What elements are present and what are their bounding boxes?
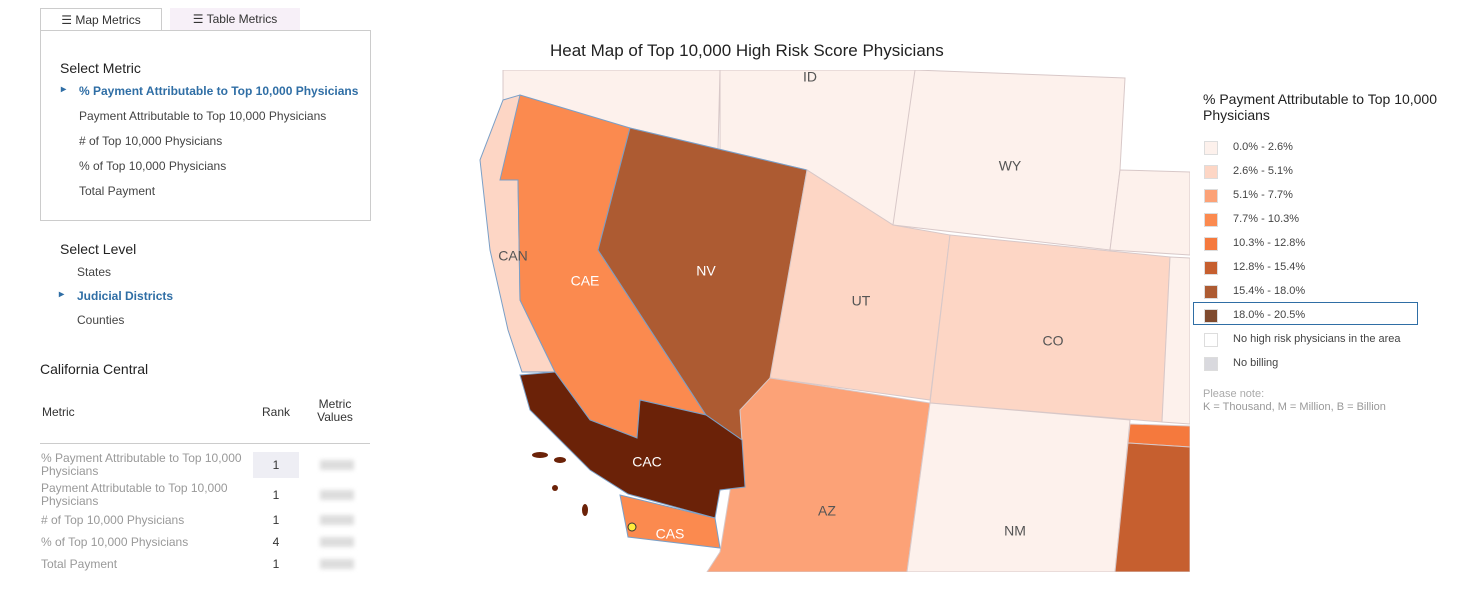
legend-swatch[interactable] bbox=[1204, 165, 1218, 179]
row-metric: % of Top 10,000 Physicians bbox=[41, 535, 189, 549]
row-rank: 1 bbox=[272, 513, 280, 527]
map-title: Heat Map of Top 10,000 High Risk Score P… bbox=[550, 41, 944, 60]
island bbox=[582, 504, 588, 516]
region-label: CAN bbox=[498, 248, 528, 264]
metric-option[interactable]: Payment Attributable to Top 10,000 Physi… bbox=[79, 109, 327, 123]
region-label: CO bbox=[1043, 333, 1064, 349]
region-label: ID bbox=[803, 69, 817, 85]
island bbox=[554, 457, 566, 463]
legend-label[interactable]: 7.7% - 10.3% bbox=[1233, 213, 1300, 225]
metric-option[interactable]: # of Top 10,000 Physicians bbox=[79, 134, 223, 148]
legend-swatch[interactable] bbox=[1204, 285, 1218, 299]
state[interactable] bbox=[1114, 442, 1190, 572]
column-header: Rank bbox=[262, 405, 291, 419]
note-title: Please note: bbox=[1203, 388, 1265, 400]
legend-swatch[interactable] bbox=[1204, 357, 1218, 371]
legend-label[interactable]: 15.4% - 18.0% bbox=[1233, 285, 1306, 297]
legend-label[interactable]: 0.0% - 2.6% bbox=[1233, 141, 1293, 153]
row-rank: 1 bbox=[272, 488, 280, 502]
row-rank: 1 bbox=[272, 557, 280, 571]
blurred-value bbox=[320, 515, 354, 525]
state[interactable] bbox=[1161, 256, 1190, 425]
district[interactable] bbox=[619, 494, 721, 549]
column-header: Metric bbox=[42, 405, 75, 419]
row-metric: Total Payment bbox=[41, 557, 118, 571]
metric-option[interactable]: % Payment Attributable to Top 10,000 Phy… bbox=[61, 84, 358, 98]
legend-label[interactable]: No billing bbox=[1233, 357, 1279, 369]
tab-label: Map Metrics bbox=[75, 13, 141, 27]
legend-label[interactable]: 10.3% - 12.8% bbox=[1233, 237, 1306, 249]
legend-swatch[interactable] bbox=[1204, 189, 1218, 203]
row-metric: % Payment Attributable to Top 10,000 Phy… bbox=[41, 451, 242, 478]
legend-label[interactable]: 12.8% - 15.4% bbox=[1233, 261, 1306, 273]
tab-label: Table Metrics bbox=[206, 12, 278, 26]
detail-title: California Central bbox=[40, 361, 149, 377]
region-label: CAC bbox=[632, 454, 662, 470]
legend-swatch[interactable] bbox=[1204, 141, 1218, 155]
region-label: NM bbox=[1004, 523, 1026, 539]
note-text: K = Thousand, M = Million, B = Billion bbox=[1203, 401, 1386, 413]
blurred-value bbox=[320, 559, 354, 569]
column-header: Metric Values bbox=[317, 397, 353, 424]
legend-title: % Payment Attributable to Top 10,000 Phy… bbox=[1203, 91, 1438, 123]
state[interactable] bbox=[1109, 169, 1190, 256]
legend-swatch[interactable] bbox=[1204, 333, 1218, 347]
legend-swatch[interactable] bbox=[1204, 309, 1218, 323]
legend-swatch[interactable] bbox=[1204, 237, 1218, 251]
legend-label[interactable]: 2.6% - 5.1% bbox=[1233, 165, 1293, 177]
level-option[interactable]: Counties bbox=[77, 313, 125, 327]
legend-label[interactable]: 18.0% - 20.5% bbox=[1233, 309, 1306, 321]
marker[interactable] bbox=[627, 522, 637, 532]
level-option[interactable]: Judicial Districts bbox=[59, 289, 173, 303]
row-rank: 1 bbox=[253, 452, 299, 478]
metric-box bbox=[40, 30, 371, 221]
tab[interactable]: ☰ Map Metrics bbox=[40, 8, 162, 31]
region-label: CAS bbox=[656, 526, 685, 542]
divider bbox=[40, 443, 370, 444]
row-rank: 4 bbox=[272, 535, 280, 549]
blurred-value bbox=[320, 490, 354, 500]
legend-label[interactable]: No high risk physicians in the area bbox=[1233, 333, 1401, 345]
tab[interactable]: ☰ Table Metrics bbox=[170, 8, 300, 30]
blurred-value bbox=[320, 537, 354, 547]
row-metric: # of Top 10,000 Physicians bbox=[41, 513, 185, 527]
island bbox=[552, 485, 558, 491]
panel-title: Select Metric bbox=[60, 60, 141, 76]
state[interactable] bbox=[1127, 423, 1190, 448]
row-metric: Payment Attributable to Top 10,000 Physi… bbox=[41, 481, 228, 508]
blurred-value bbox=[320, 460, 354, 470]
legend-swatch[interactable] bbox=[1204, 261, 1218, 275]
region-label: NV bbox=[696, 263, 716, 279]
legend-label[interactable]: 5.1% - 7.7% bbox=[1233, 189, 1293, 201]
legend-highlight bbox=[1193, 302, 1418, 325]
metric-option[interactable]: Total Payment bbox=[79, 184, 156, 198]
metric-option[interactable]: % of Top 10,000 Physicians bbox=[79, 159, 227, 173]
legend-swatch[interactable] bbox=[1204, 213, 1218, 227]
region-label: WY bbox=[999, 158, 1022, 174]
district[interactable] bbox=[519, 371, 746, 519]
panel-title: Select Level bbox=[60, 241, 137, 257]
state[interactable] bbox=[906, 402, 1131, 572]
state[interactable] bbox=[929, 234, 1171, 423]
island bbox=[532, 452, 548, 458]
region-label: AZ bbox=[818, 503, 836, 519]
level-option[interactable]: States bbox=[77, 265, 112, 279]
region-label: CAE bbox=[571, 273, 600, 289]
region-label: UT bbox=[852, 293, 871, 309]
